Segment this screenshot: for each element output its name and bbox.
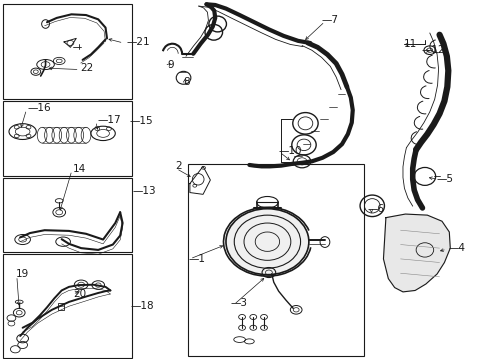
Text: —10: —10 (278, 145, 301, 156)
Text: —18: —18 (130, 301, 154, 311)
Text: —4: —4 (447, 243, 465, 253)
Text: —12: —12 (420, 45, 444, 55)
Text: —1: —1 (188, 254, 205, 264)
Text: —7: —7 (321, 15, 337, 26)
Text: —13: —13 (132, 186, 156, 197)
Text: 14: 14 (73, 164, 86, 174)
Bar (3, 178, 132, 252)
Text: —6: —6 (366, 204, 384, 215)
Text: 20: 20 (73, 289, 86, 299)
Text: —5: —5 (435, 174, 452, 184)
Text: 8: 8 (183, 77, 190, 87)
Text: —21: —21 (126, 37, 150, 47)
Bar (3, 253, 132, 357)
Text: 11: 11 (403, 39, 416, 49)
Bar (3, 101, 132, 176)
Bar (3, 4, 132, 99)
Text: —15: —15 (130, 116, 153, 126)
Polygon shape (383, 214, 449, 292)
Text: 9: 9 (167, 59, 174, 69)
Bar (58, 303, 64, 310)
Text: 22: 22 (80, 63, 93, 73)
Text: —17: —17 (97, 115, 121, 125)
Text: 19: 19 (15, 269, 28, 279)
Text: —16: —16 (27, 103, 51, 113)
Bar (188, 164, 363, 356)
Ellipse shape (225, 209, 308, 275)
Text: —3: —3 (230, 298, 247, 308)
Text: 2: 2 (175, 161, 182, 171)
